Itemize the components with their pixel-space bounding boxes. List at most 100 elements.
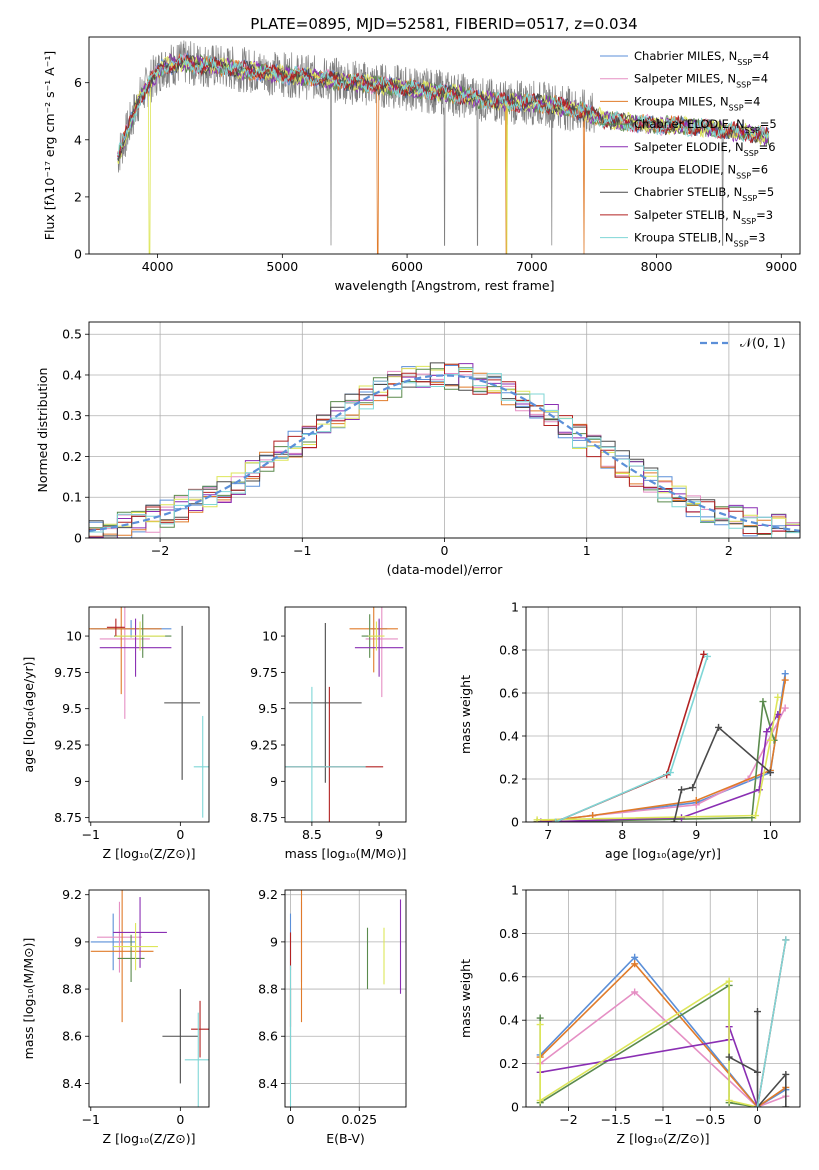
series-line-salpeter-miles	[539, 990, 787, 1107]
data-point-marker	[536, 1014, 544, 1022]
tick-label-x: −1	[654, 1112, 672, 1127]
legend-label: Kroupa STELIB, NSSP=3	[634, 231, 765, 249]
residuals-axes: −2 −1 0 1 2 0 0.1 0.2 0.3 0.4 0.5 (data-model)/erro…	[35, 321, 801, 577]
tick-label-y: 8.8	[62, 982, 82, 997]
data-point-marker	[753, 1103, 761, 1107]
data-point-marker	[782, 1103, 790, 1107]
axes-frame	[88, 889, 210, 1108]
series-line-chabrier-miles	[537, 673, 786, 822]
tick-label-y: 9	[270, 774, 278, 789]
tick-label-y: 0.1	[62, 490, 82, 505]
tick-label-y: 9.2	[258, 887, 278, 902]
series-line-chabrier-stelib	[728, 1011, 787, 1107]
tick-label-x: 0	[176, 1112, 184, 1127]
tick-label-y: 9.25	[250, 738, 278, 753]
tick-label-x: −2	[559, 1112, 577, 1127]
data-point-marker	[781, 670, 789, 678]
tick-label-y: 9	[74, 774, 82, 789]
tick-label-x: −1	[82, 1112, 100, 1127]
data-point-marker	[678, 786, 686, 794]
tick-label-y: 9.75	[54, 665, 82, 680]
data-point-marker	[781, 704, 789, 712]
tick-label-x: 7	[544, 827, 552, 842]
data-point-marker	[536, 1021, 544, 1029]
age_vs_mass-xlabel: mass [log₁₀(M/M⊙)]	[285, 846, 407, 861]
mass_vs_Z-xlabel: Z [log₁₀(Z/Z⊙)]	[103, 1131, 196, 1146]
tick-label-y: 8.75	[54, 810, 82, 825]
tick-label-y: 10	[262, 629, 278, 644]
mass_vs_Z-plot-area	[90, 890, 209, 1107]
tick-label-y: 9	[74, 934, 82, 949]
axes-frame	[88, 36, 801, 255]
tick-label-y: 8.8	[258, 982, 278, 997]
data-point-marker	[763, 728, 771, 736]
tick-label-x: 7000	[516, 259, 548, 274]
tick-label-y: 9.75	[250, 665, 278, 680]
mass_vs_EBV-plot-area	[289, 890, 402, 1107]
weight_vs_Z-plot-area	[536, 936, 790, 1107]
age_vs_Z-ylabel: age [log₁₀(age/yr)]	[21, 657, 36, 773]
tick-label-y: 0.8	[499, 926, 519, 941]
tick-label-y: 8.6	[258, 1029, 278, 1044]
age_vs_Z-axes: −1 0 8.75 9 9.25 9.5 9.75 10 Z [log₁₀(Z/Z⊙)] age …	[21, 606, 210, 861]
tick-label-x: 0	[441, 543, 449, 558]
series-line-kroupa-elodie	[539, 979, 758, 1107]
weight_vs_Z-ylabel: mass weight	[458, 959, 473, 1038]
tick-label-y: 0	[511, 1100, 519, 1115]
weight_vs_age-axes: 7 8 9 10 0 0.2 0.4 0.6 0.8 1 age [log₁₀(age/yr)] ma…	[458, 600, 801, 861]
tick-label-y: 6	[74, 75, 82, 90]
axes-frame	[525, 606, 801, 823]
data-point-marker	[782, 1070, 790, 1078]
data-point-marker	[670, 818, 678, 822]
series-line-chabrier-elodie	[539, 984, 758, 1107]
data-point-marker	[725, 1096, 733, 1104]
tick-label-x: 2	[725, 543, 733, 558]
spectrum-ylabel: Flux [fλ10⁻¹⁷ erg cm⁻² s⁻¹ A⁻¹]	[42, 51, 57, 240]
tick-label-y: 10	[66, 629, 82, 644]
tick-label-y: 9.5	[258, 701, 278, 716]
data-point-marker	[631, 960, 639, 968]
data-point-marker	[766, 736, 774, 744]
tick-label-x: 10	[762, 827, 778, 842]
axes-frame	[88, 321, 801, 539]
legend-label: Salpeter MILES, NSSP=4	[634, 72, 768, 90]
tick-label-x: 0	[176, 827, 184, 842]
tick-label-x: 0	[287, 1112, 295, 1127]
data-point-marker	[755, 786, 763, 794]
tick-label-y: 0.6	[499, 686, 519, 701]
legend-label: Salpeter ELODIE, NSSP=6	[634, 140, 776, 158]
data-point-marker	[766, 769, 774, 777]
tick-label-y: 9.5	[62, 701, 82, 716]
series-line-kroupa-elodie	[537, 697, 779, 821]
tick-label-y: 0	[74, 531, 82, 546]
legend-label: Kroupa MILES, NSSP=4	[634, 94, 760, 112]
spectrum-plot-area	[117, 40, 770, 254]
series-line-kroupa-stelib	[756, 939, 787, 1107]
tick-label-x: −0.5	[695, 1112, 725, 1127]
data-point-marker	[753, 1068, 761, 1076]
weight_vs_age-ylabel: mass weight	[458, 675, 473, 754]
hist-kroupa-stelib	[89, 367, 800, 538]
tick-label-y: 4	[74, 132, 82, 147]
spectrum-axes: 4000 5000 6000 7000 8000 9000 0 2 4 6 wavelength […	[42, 36, 801, 293]
tick-label-x: −1	[293, 543, 311, 558]
series-line-chabrier-miles	[539, 956, 787, 1107]
data-point-marker	[631, 988, 639, 996]
age_vs_Z-plot-area	[89, 607, 209, 818]
data-point-marker	[774, 693, 782, 701]
tick-label-y: 0.4	[499, 729, 519, 744]
data-point-marker	[631, 953, 639, 961]
tick-label-y: 0.4	[499, 1013, 519, 1028]
tick-label-y: 8.75	[250, 810, 278, 825]
tick-label-x: 9000	[765, 259, 797, 274]
residuals-xlabel: (data-model)/error	[387, 562, 504, 577]
legend-label: Chabrier ELODIE, NSSP=5	[634, 117, 777, 135]
age_vs_Z-xlabel: Z [log₁₀(Z/Z⊙)]	[103, 846, 196, 861]
legend-label: Kroupa ELODIE, NSSP=6	[634, 163, 768, 181]
figure-title: PLATE=0895, MJD=52581, FIBERID=0517, z=0…	[250, 15, 637, 33]
data-point-marker	[700, 650, 708, 658]
tick-label-y: 0.3	[62, 408, 82, 423]
model-spectrum-kroupa-stelib	[117, 53, 770, 157]
data-point-marker	[552, 818, 560, 822]
